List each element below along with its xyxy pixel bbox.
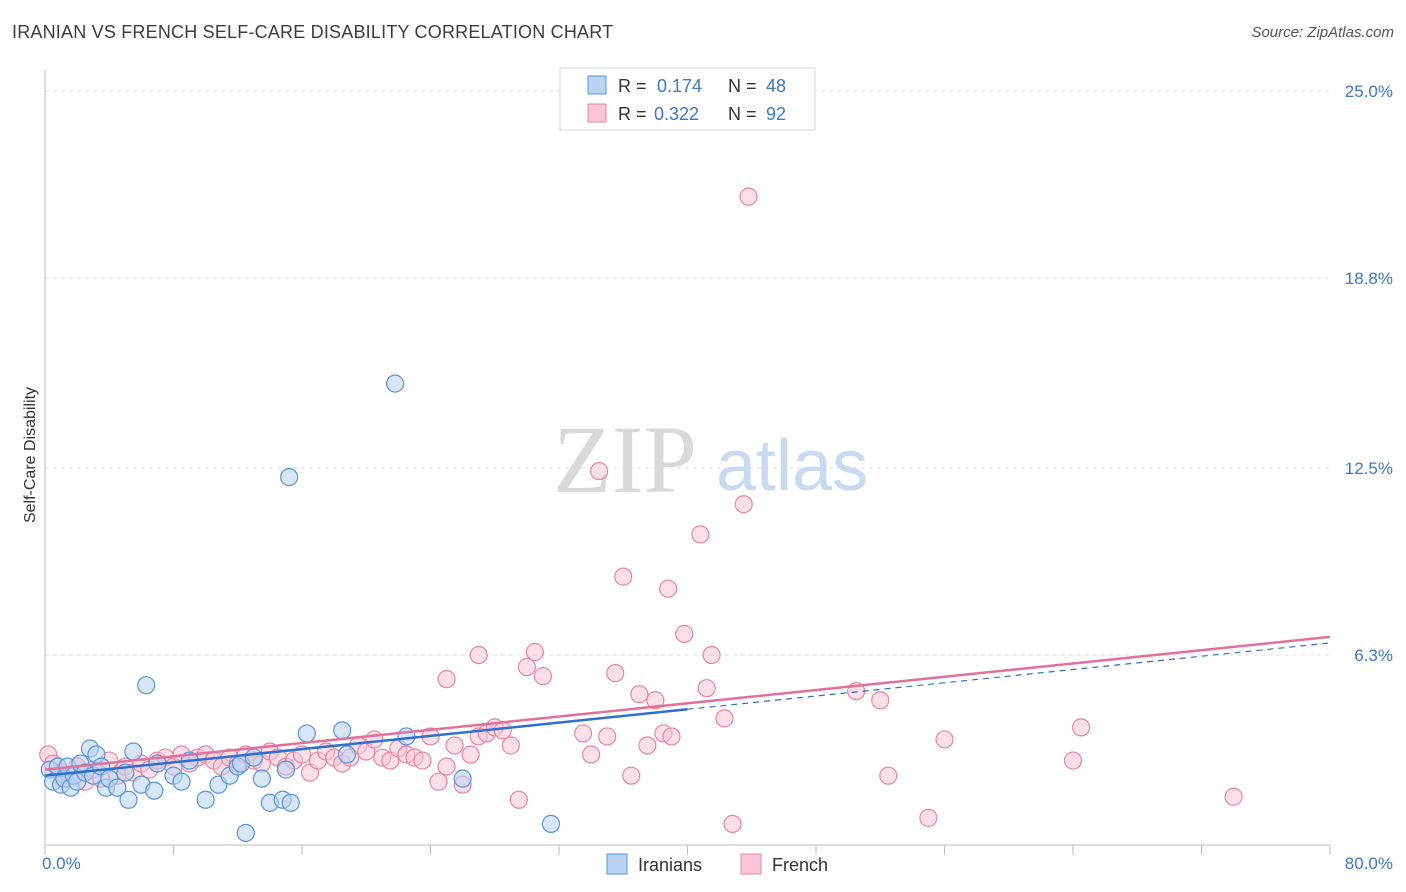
iranians-r-value: 0.174 xyxy=(657,76,702,96)
grid-lines xyxy=(45,90,1330,656)
iranians-point xyxy=(119,790,138,809)
french-r-label: R = xyxy=(618,104,647,124)
french-n-value: 92 xyxy=(766,104,786,124)
french-point xyxy=(935,730,954,749)
french-point xyxy=(469,645,488,665)
french-point xyxy=(525,642,545,662)
iranians-point xyxy=(297,724,316,743)
iranians-point xyxy=(108,778,127,797)
french-point xyxy=(715,709,734,728)
y-tick-label: 25.0% xyxy=(1345,82,1393,101)
french-point xyxy=(697,679,716,698)
iranians-point xyxy=(196,790,215,809)
french-point xyxy=(919,808,938,827)
french-point xyxy=(1063,751,1083,770)
french-point xyxy=(1071,718,1091,737)
x-tick-label: 80.0% xyxy=(1345,854,1393,873)
iranians-point xyxy=(280,468,299,487)
iranians-point xyxy=(124,742,143,761)
french-point xyxy=(662,727,681,746)
french-point xyxy=(691,525,710,544)
watermark: ZIP atlas xyxy=(553,406,868,513)
legend-iranians-swatch xyxy=(606,853,628,875)
french-point xyxy=(590,461,609,481)
french-point xyxy=(659,579,678,598)
french-point xyxy=(437,757,456,776)
french-point xyxy=(445,736,464,755)
french-point xyxy=(437,670,456,689)
french-point xyxy=(1224,787,1243,806)
iranians-swatch xyxy=(587,75,607,95)
iranians-point xyxy=(276,760,296,779)
french-point xyxy=(533,667,553,686)
legend-french-swatch xyxy=(740,853,762,875)
french-point xyxy=(739,187,758,206)
french-point xyxy=(509,790,528,809)
french-point xyxy=(429,772,448,791)
iranians-trend-line xyxy=(44,708,688,777)
source-label: Source: ZipAtlas.com xyxy=(1251,24,1394,41)
iranians-point xyxy=(244,748,263,767)
french-point xyxy=(573,724,593,743)
y-tick-label: 6.3% xyxy=(1354,646,1393,665)
stats-legend: R = 0.174 N = 48 R = 0.322 N = 92 xyxy=(559,67,816,131)
iranians-point xyxy=(386,374,405,393)
iranians-trend-extension xyxy=(687,642,1331,710)
iranians-points xyxy=(40,374,561,843)
y-tick-label: 18.8% xyxy=(1345,269,1393,288)
chart-title: IRANIAN VS FRENCH SELF-CARE DISABILITY C… xyxy=(12,22,614,42)
french-point xyxy=(598,727,617,746)
french-point xyxy=(413,751,432,770)
iranians-point xyxy=(337,745,357,764)
series-legend: Iranians French xyxy=(606,853,828,875)
french-point xyxy=(614,567,633,586)
french-point xyxy=(501,736,520,755)
iranians-point xyxy=(236,823,255,843)
french-swatch xyxy=(587,103,607,123)
iranians-point xyxy=(333,721,352,740)
y-tick-labels: 6.3% 12.5% 18.8% 25.0% xyxy=(1345,82,1393,665)
french-point xyxy=(630,685,649,704)
french-point xyxy=(734,495,753,514)
trend-lines xyxy=(44,635,1331,777)
french-n-label: N = xyxy=(728,104,757,124)
french-point xyxy=(606,664,625,683)
french-point xyxy=(871,691,890,710)
french-point xyxy=(365,730,384,749)
x-tick-labels: 0.0% 80.0% xyxy=(42,854,1393,873)
french-trend-line xyxy=(44,635,1331,771)
iranians-point xyxy=(453,769,472,788)
axes xyxy=(44,70,1331,855)
y-axis-label: Self-Care Disability xyxy=(22,387,39,523)
iranians-r-label: R = xyxy=(618,76,647,96)
x-tick-label: 0.0% xyxy=(42,854,81,873)
french-point xyxy=(582,745,601,764)
iranians-n-value: 48 xyxy=(766,76,786,96)
y-tick-label: 12.5% xyxy=(1345,459,1393,478)
french-r-value: 0.322 xyxy=(654,104,699,124)
iranians-point xyxy=(281,793,300,812)
french-point xyxy=(622,766,641,785)
iranians-point xyxy=(252,769,271,788)
french-point xyxy=(879,766,898,785)
french-point xyxy=(702,645,721,665)
french-point xyxy=(493,721,512,740)
iranians-n-label: N = xyxy=(728,76,757,96)
legend-french-label: French xyxy=(772,855,828,875)
watermark-atlas: atlas xyxy=(716,426,868,506)
iranians-point xyxy=(137,676,156,695)
french-point xyxy=(638,736,657,755)
french-point xyxy=(675,624,694,644)
legend-iranians-label: Iranians xyxy=(638,855,702,875)
french-point xyxy=(517,657,536,677)
iranians-point xyxy=(145,781,164,800)
watermark-zip: ZIP xyxy=(553,406,697,513)
french-point xyxy=(723,814,742,833)
french-point xyxy=(461,745,480,764)
french-point xyxy=(646,691,665,710)
iranians-point xyxy=(541,814,561,833)
iranians-point xyxy=(172,772,191,791)
